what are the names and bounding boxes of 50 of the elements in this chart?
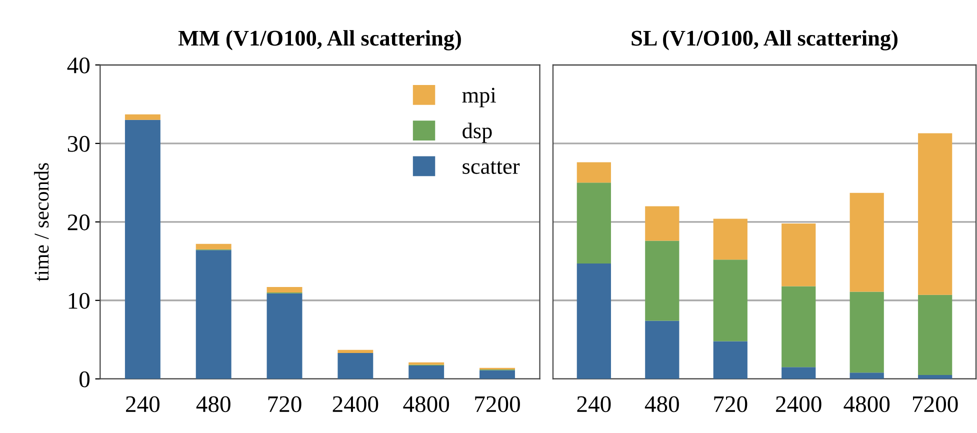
bar	[576, 182, 611, 264]
y-axis-title: time / seconds	[34, 163, 49, 282]
legend-label: dsp	[462, 122, 492, 143]
bar	[645, 240, 680, 321]
x-tick-label: 2400	[332, 396, 378, 412]
bar	[266, 287, 302, 293]
bar	[713, 260, 748, 342]
bar	[480, 370, 515, 379]
legend-label: scatter	[462, 161, 520, 174]
bar	[576, 162, 611, 183]
bar	[196, 250, 232, 379]
y-tick-label: 10	[68, 292, 90, 309]
bar	[782, 367, 816, 379]
bar	[645, 206, 680, 241]
bar	[266, 293, 302, 379]
chart-title: MM (V1/O100, All scattering)	[178, 30, 461, 50]
x-tick-label: 4800	[844, 396, 890, 412]
bar	[124, 114, 160, 120]
x-tick-label: 240	[126, 396, 160, 412]
x-tick-label: 7200	[913, 396, 958, 412]
bar	[850, 372, 884, 379]
bar	[196, 244, 232, 250]
x-tick-label: 7200	[475, 396, 520, 412]
bar	[713, 341, 748, 379]
bar	[918, 133, 952, 295]
bar	[408, 366, 444, 379]
bar	[576, 264, 611, 379]
chart-title: SL (V1/O100, All scattering)	[632, 30, 898, 50]
bar	[338, 352, 374, 379]
bar	[338, 350, 374, 353]
bar	[124, 120, 160, 379]
y-tick-label: 20	[68, 214, 90, 230]
bar	[645, 320, 680, 379]
bar	[850, 292, 884, 373]
legend-label: mpi	[462, 88, 496, 108]
y-tick-label: 40	[67, 57, 90, 74]
x-tick-label: 720	[714, 396, 748, 412]
bar	[918, 294, 952, 375]
x-tick-label: 720	[268, 396, 302, 412]
x-tick-label: 480	[644, 396, 679, 412]
x-tick-label: 240	[577, 396, 611, 412]
bar	[782, 223, 816, 286]
bar	[850, 192, 884, 292]
x-tick-label: 2400	[776, 396, 822, 412]
x-tick-label: 480	[196, 396, 230, 412]
y-tick-label: 0	[80, 371, 90, 388]
y-tick-label: 30	[68, 136, 90, 152]
bar	[713, 218, 748, 260]
bar	[782, 286, 816, 368]
x-tick-label: 4800	[403, 396, 450, 412]
